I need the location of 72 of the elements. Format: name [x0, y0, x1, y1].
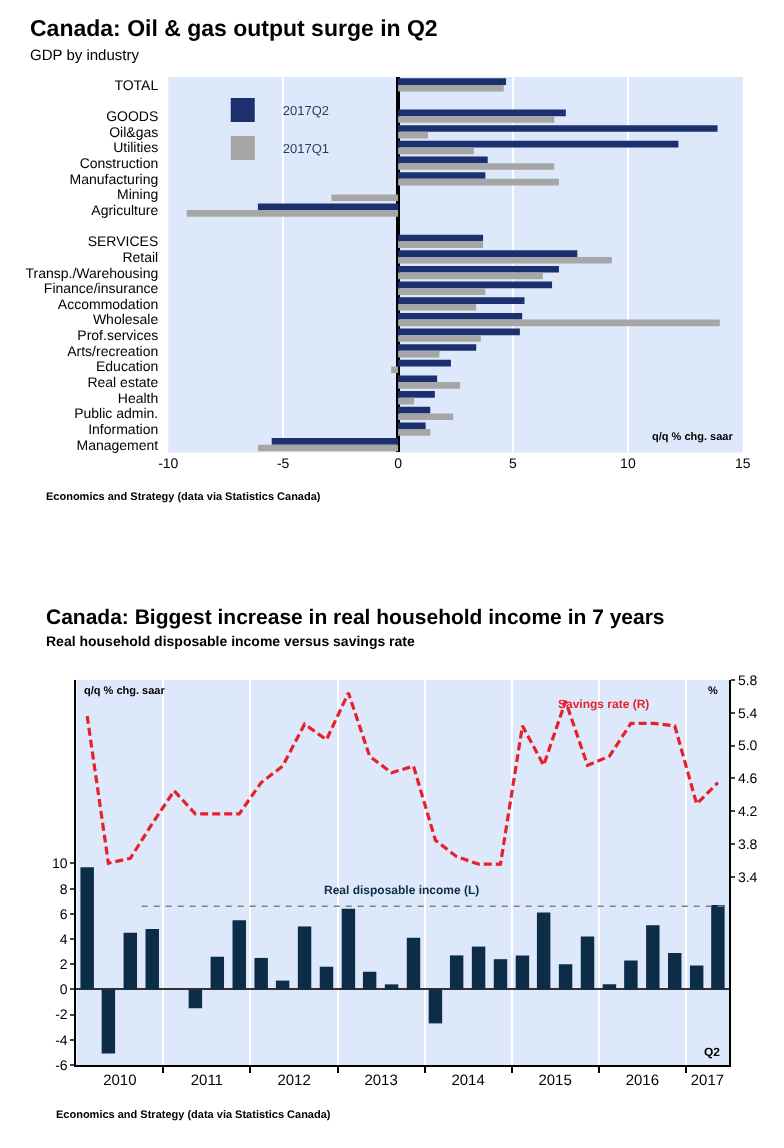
bar [398, 406, 431, 414]
bar [398, 147, 474, 155]
chart-title: Canada: Biggest increase in real household income in 7 years [46, 606, 665, 630]
bar [602, 984, 617, 990]
bar [398, 359, 451, 367]
bar [384, 984, 399, 990]
bar [515, 955, 530, 990]
bar [398, 397, 415, 405]
bar [398, 303, 477, 311]
bar [398, 84, 504, 92]
bar [257, 203, 399, 211]
bar [398, 234, 484, 242]
bar [398, 131, 428, 139]
bar [398, 297, 525, 304]
bar [471, 946, 486, 990]
bar [428, 989, 443, 1024]
bar [406, 937, 421, 990]
bar [398, 265, 559, 273]
bar [398, 429, 431, 436]
bar [398, 250, 578, 257]
bar [398, 335, 481, 342]
bar [188, 989, 203, 1009]
bar [398, 178, 559, 186]
bar [145, 928, 159, 990]
bar [398, 256, 612, 264]
bar [398, 116, 555, 123]
bar [398, 422, 426, 430]
bar [398, 125, 718, 132]
bar [101, 989, 116, 1054]
bar [398, 375, 438, 383]
bar [689, 965, 704, 990]
bar [398, 281, 553, 289]
bar [331, 194, 399, 202]
bar [80, 867, 94, 990]
bar [398, 312, 523, 320]
bar [398, 272, 543, 280]
bar [398, 156, 488, 164]
bar [398, 140, 679, 148]
bar [398, 172, 486, 179]
bar [319, 966, 334, 990]
bar [624, 960, 638, 990]
bar [449, 955, 464, 990]
bar [398, 391, 435, 398]
chart-title: Canada: Oil & gas output surge in Q2 [30, 18, 438, 42]
bar [668, 952, 682, 990]
bar [493, 959, 508, 990]
bar [558, 964, 573, 990]
bar [398, 288, 486, 295]
bar [186, 210, 399, 217]
bar [232, 920, 246, 990]
bar [536, 912, 551, 990]
bar [398, 413, 454, 421]
bar [646, 925, 660, 990]
bar [341, 908, 356, 990]
bar [391, 366, 399, 374]
bar [362, 971, 377, 990]
bar [210, 956, 225, 990]
bar [711, 905, 725, 990]
bar [580, 936, 595, 990]
bar [254, 957, 268, 990]
bar [271, 438, 399, 445]
bar [398, 241, 484, 248]
bar [398, 78, 507, 85]
bar [398, 163, 555, 170]
bar [398, 382, 461, 389]
bar [123, 932, 138, 990]
bar [398, 319, 720, 327]
bar [398, 328, 520, 336]
bar [257, 444, 399, 452]
bar [297, 926, 312, 990]
bar [398, 344, 477, 351]
bar [398, 109, 566, 117]
